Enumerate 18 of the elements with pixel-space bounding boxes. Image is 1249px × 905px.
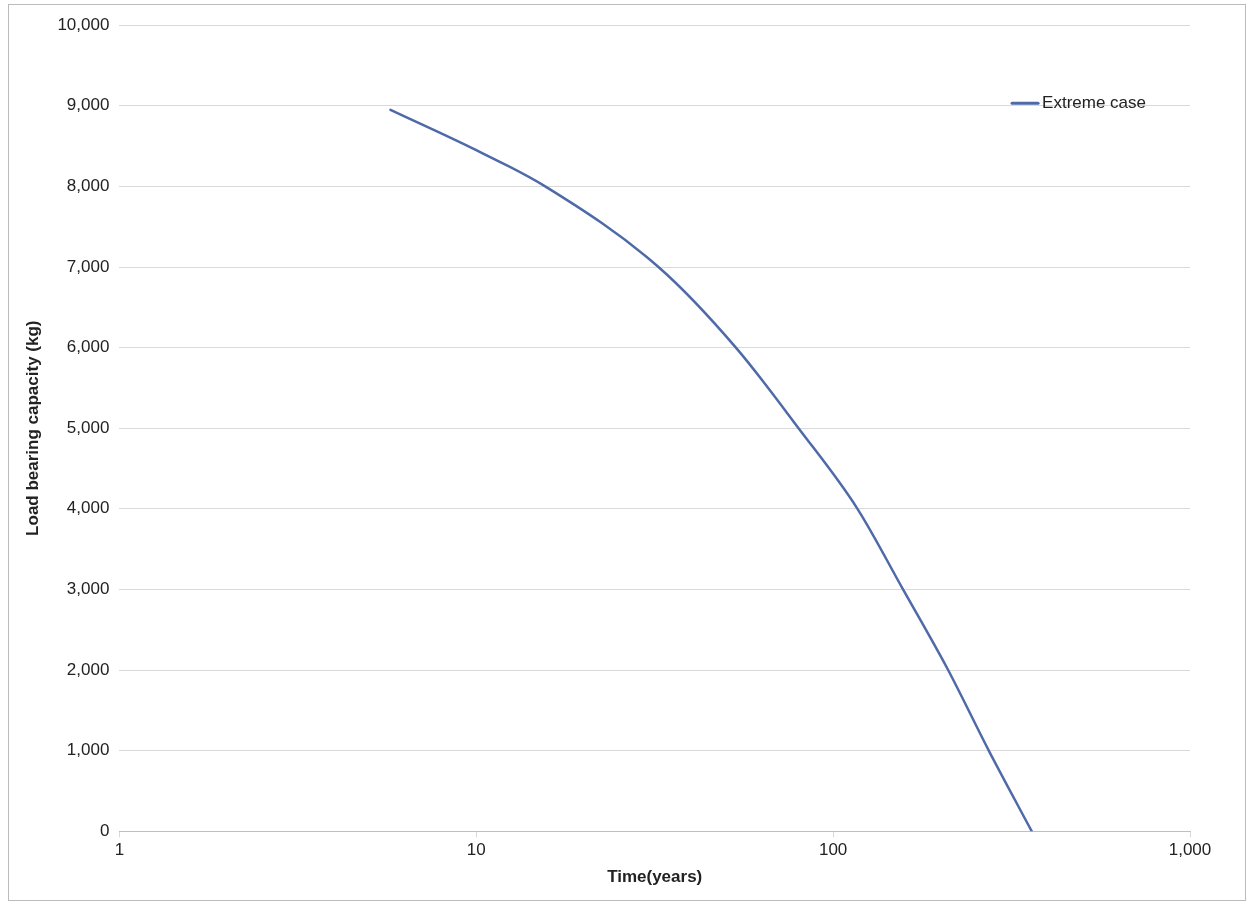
y-axis-title: Load bearing capacity (kg) <box>22 320 42 536</box>
y-tick-label: 3,000 <box>66 579 110 599</box>
y-tick-label: 5,000 <box>66 417 110 437</box>
y-tick-label: 0 <box>99 820 110 840</box>
x-axis-title: Time(years) <box>607 867 703 887</box>
x-tick-label: 1 <box>114 840 125 860</box>
y-tick-label: 1,000 <box>66 740 110 760</box>
y-tick-label: 9,000 <box>66 95 110 115</box>
x-tick-label: 1,000 <box>1168 840 1212 860</box>
y-tick-label: 2,000 <box>66 659 110 679</box>
y-tick-label: 8,000 <box>66 176 110 196</box>
y-tick-label: 7,000 <box>66 256 110 276</box>
y-tick-label: 4,000 <box>66 498 110 518</box>
legend-label: Extreme case <box>1042 92 1147 112</box>
y-tick-label: 10,000 <box>57 14 110 34</box>
x-tick-label: 100 <box>818 840 848 860</box>
y-tick-label: 6,000 <box>66 337 110 357</box>
x-tick-label: 10 <box>466 840 486 860</box>
